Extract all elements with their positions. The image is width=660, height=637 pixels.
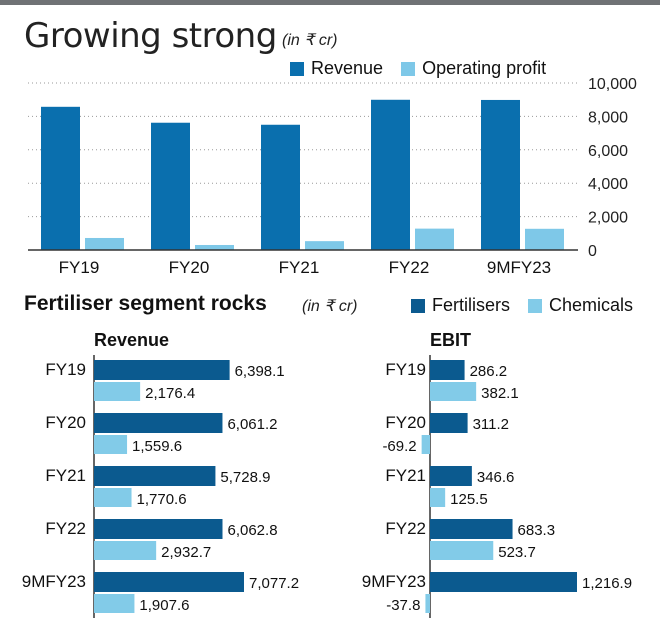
data-label-fertilisers: 6,062.8 [227, 522, 277, 539]
legend-top: Revenue Operating profit [290, 58, 564, 79]
data-label-chemicals: 1,559.6 [132, 438, 182, 455]
data-label-chemicals: 1,770.6 [137, 491, 187, 508]
bar-fertilisers [94, 466, 216, 486]
data-label-chemicals: 2,932.7 [161, 544, 211, 561]
panel-title-ebit: EBIT [430, 330, 472, 350]
x-tick-label: 9MFY23 [487, 258, 551, 277]
y-category-label: FY19 [385, 360, 426, 379]
data-label-fertilisers: 6,061.2 [227, 416, 277, 433]
panel-title-revenue: Revenue [94, 330, 170, 350]
bar-revenue [371, 99, 410, 250]
bar-operating-profit [525, 228, 564, 250]
data-label-chemicals: -69.2 [382, 438, 416, 455]
legend-label-revenue: Revenue [311, 58, 384, 78]
data-label-chemicals: 2,176.4 [145, 385, 195, 402]
data-label-fertilisers: 683.3 [518, 522, 556, 539]
section-unit: (in ₹ cr) [302, 298, 358, 315]
bar-operating-profit [85, 237, 124, 250]
data-label-fertilisers: 286.2 [470, 363, 508, 380]
y-tick-label: 4,000 [588, 176, 628, 193]
bar-chemicals [425, 594, 430, 613]
data-label-chemicals: 1,907.6 [139, 597, 189, 614]
bar-operating-profit [415, 228, 454, 250]
bar-chemicals [94, 435, 128, 454]
legend-label-operating-profit: Operating profit [422, 58, 547, 78]
y-tick-label: 8,000 [588, 109, 628, 126]
y-category-label: 9MFY23 [22, 572, 86, 591]
data-label-fertilisers: 1,216.9 [582, 575, 632, 592]
data-label-fertilisers: 7,077.2 [249, 575, 299, 592]
y-tick-label: 6,000 [588, 143, 628, 160]
data-label-chemicals: -37.8 [386, 597, 420, 614]
bar-revenue [481, 99, 520, 250]
bar-chemicals [421, 435, 430, 454]
y-category-label: FY21 [45, 466, 86, 485]
bar-fertilisers [430, 519, 513, 539]
data-label-chemicals: 523.7 [498, 544, 536, 561]
y-category-label: FY20 [45, 413, 86, 432]
legend-swatch-revenue [290, 61, 304, 76]
bar-revenue [151, 122, 190, 250]
x-tick-label: FY20 [169, 258, 210, 277]
y-tick-label: 0 [588, 243, 597, 260]
y-category-label: 9MFY23 [362, 572, 426, 591]
bar-chemicals [94, 382, 141, 401]
y-tick-label: 10,000 [588, 76, 637, 93]
bar-chemicals [430, 488, 446, 507]
bar-fertilisers [430, 466, 472, 486]
x-tick-label: FY22 [389, 258, 430, 277]
bar-operating-profit [305, 241, 344, 250]
bar-fertilisers [430, 413, 468, 433]
bar-chemicals [94, 594, 135, 613]
section-title: Fertiliser segment rocks [24, 292, 267, 315]
bar-fertilisers [94, 360, 230, 380]
y-tick-label: 2,000 [588, 210, 628, 227]
bar-fertilisers [430, 360, 465, 380]
bar-chemicals [94, 488, 132, 507]
bar-fertilisers [430, 572, 577, 592]
legend-swatch-chemicals [528, 298, 543, 313]
bar-revenue [41, 106, 80, 250]
data-label-fertilisers: 346.6 [477, 469, 515, 486]
x-tick-label: FY21 [279, 258, 320, 277]
bar-fertilisers [94, 572, 244, 592]
top-rule [0, 0, 660, 5]
data-label-fertilisers: 311.2 [473, 416, 509, 433]
bar-chemicals [430, 541, 494, 560]
data-label-fertilisers: 5,728.9 [220, 469, 270, 486]
legend-swatch-fertilisers [411, 298, 425, 313]
data-label-fertilisers: 6,398.1 [235, 363, 285, 380]
data-label-chemicals: 125.5 [450, 491, 488, 508]
legend-swatch-operating-profit [401, 61, 416, 76]
bar-revenue [261, 124, 300, 250]
y-category-label: FY19 [45, 360, 86, 379]
y-category-label: FY21 [385, 466, 426, 485]
bar-chemicals [430, 382, 477, 401]
bar-chemicals [94, 541, 157, 560]
x-tick-label: FY19 [59, 258, 100, 277]
chart-title: Growing strong [24, 16, 277, 56]
bar-fertilisers [94, 413, 223, 433]
y-category-label: FY20 [385, 413, 426, 432]
chart-unit: (in ₹ cr) [282, 32, 338, 49]
y-category-label: FY22 [385, 519, 426, 538]
legend-label-fertilisers: Fertilisers [432, 295, 511, 315]
y-category-label: FY22 [45, 519, 86, 538]
legend-label-chemicals: Chemicals [549, 295, 634, 315]
data-label-chemicals: 382.1 [481, 385, 519, 402]
legend-bottom: Fertilisers Chemicals [411, 295, 651, 316]
bar-operating-profit [195, 244, 234, 250]
bar-fertilisers [94, 519, 223, 539]
